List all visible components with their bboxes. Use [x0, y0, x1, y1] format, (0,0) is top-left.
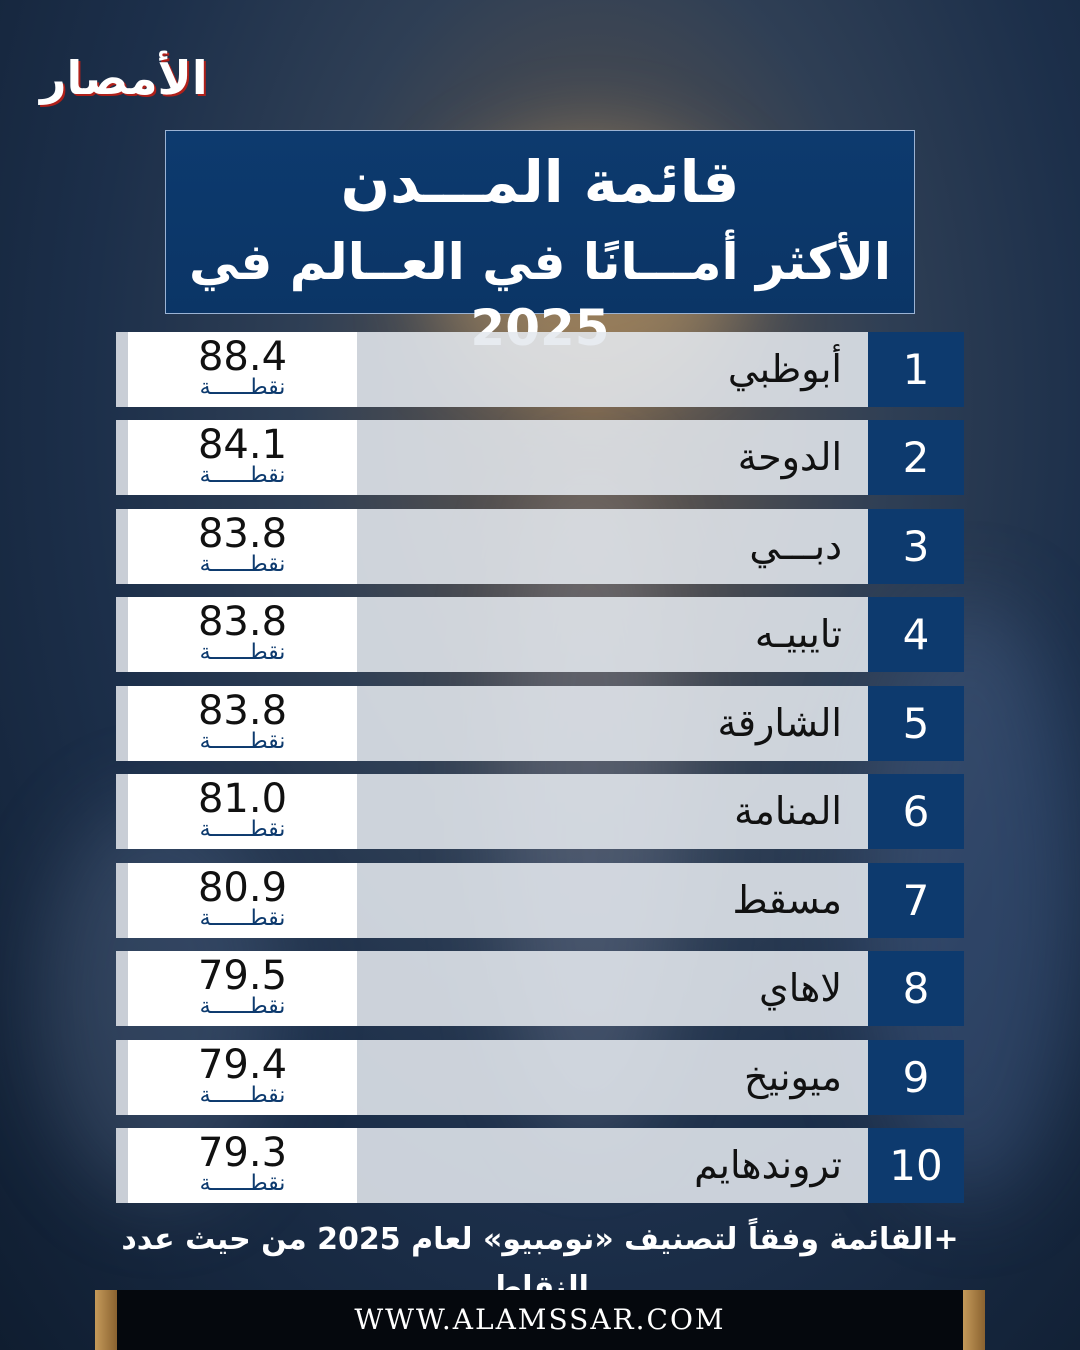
- city-cell: الشارقة: [357, 686, 868, 761]
- score-unit: نقطــــــة: [199, 817, 286, 842]
- rank-number: 2: [868, 420, 964, 495]
- city-cell: المنامة: [357, 774, 868, 849]
- rank-number: 9: [868, 1040, 964, 1115]
- website-link[interactable]: WWW.ALAMSSAR.COM: [354, 1303, 726, 1336]
- city-name: أبوظبي: [727, 347, 842, 391]
- rank-number: 5: [868, 686, 964, 761]
- table-row: 80.9 نقطــــــة مسقط 7: [116, 863, 964, 938]
- city-cell: لاهاي: [357, 951, 868, 1026]
- score-value: 79.5: [197, 953, 288, 999]
- city-cell: تايبيـه: [357, 597, 868, 672]
- table-row: 83.8 نقطــــــة دبـــي 3: [116, 509, 964, 584]
- score-cell: 79.4 نقطــــــة: [116, 1040, 357, 1115]
- city-cell: دبـــي: [357, 509, 868, 584]
- city-name: تايبيـه: [754, 612, 842, 656]
- brand-logo: الأمصار: [40, 51, 208, 105]
- city-cell: تروندهايم: [357, 1128, 868, 1203]
- table-row: 79.5 نقطــــــة لاهاي 8: [116, 951, 964, 1026]
- score-value: 84.1: [197, 422, 288, 468]
- score-value: 80.9: [197, 865, 288, 911]
- rank-number: 7: [868, 863, 964, 938]
- table-row: 83.8 نقطــــــة الشارقة 5: [116, 686, 964, 761]
- table-row: 84.1 نقطــــــة الدوحة 2: [116, 420, 964, 495]
- score-cell: 79.3 نقطــــــة: [116, 1128, 357, 1203]
- score-cell: 83.8 نقطــــــة: [116, 686, 357, 761]
- table-row: 79.4 نقطــــــة ميونيخ 9: [116, 1040, 964, 1115]
- rank-number: 10: [868, 1128, 964, 1203]
- city-cell: الدوحة: [357, 420, 868, 495]
- rank-number: 3: [868, 509, 964, 584]
- rank-number: 6: [868, 774, 964, 849]
- score-unit: نقطــــــة: [199, 729, 286, 754]
- city-name: دبـــي: [749, 524, 842, 568]
- score-value: 83.8: [197, 688, 288, 734]
- score-unit: نقطــــــة: [199, 640, 286, 665]
- city-name: الدوحة: [737, 435, 842, 479]
- score-cell: 83.8 نقطــــــة: [116, 597, 357, 672]
- score-value: 83.8: [197, 599, 288, 645]
- score-unit: نقطــــــة: [199, 1171, 286, 1196]
- score-unit: نقطــــــة: [199, 375, 286, 400]
- score-value: 79.4: [197, 1042, 288, 1088]
- score-unit: نقطــــــة: [199, 552, 286, 577]
- rank-number: 1: [868, 332, 964, 407]
- score-value: 88.4: [197, 334, 288, 380]
- score-cell: 81.0 نقطــــــة: [116, 774, 357, 849]
- score-cell: 88.4 نقطــــــة: [116, 332, 357, 407]
- score-value: 83.8: [197, 511, 288, 557]
- city-name: الشارقة: [717, 701, 842, 745]
- city-cell: أبوظبي: [357, 332, 868, 407]
- city-cell: مسقط: [357, 863, 868, 938]
- score-cell: 80.9 نقطــــــة: [116, 863, 357, 938]
- city-name: لاهاي: [758, 966, 842, 1010]
- rank-number: 8: [868, 951, 964, 1026]
- score-unit: نقطــــــة: [199, 906, 286, 931]
- score-value: 81.0: [197, 776, 288, 822]
- source-footnote: +القائمة وفقاً لتصنيف «نومبيو» لعام 2025…: [121, 1222, 959, 1305]
- city-cell: ميونيخ: [357, 1040, 868, 1115]
- score-unit: نقطــــــة: [199, 463, 286, 488]
- title-box: قائمة المـــدن الأكثر أمـــانًا في العــ…: [165, 130, 915, 357]
- footer-gold-accent: [95, 1290, 117, 1350]
- city-name: مسقط: [732, 878, 842, 922]
- table-row: 81.0 نقطــــــة المنامة 6: [116, 774, 964, 849]
- footer-gold-accent: [963, 1290, 985, 1350]
- city-name: ميونيخ: [743, 1055, 842, 1099]
- score-unit: نقطــــــة: [199, 994, 286, 1019]
- city-name: المنامة: [734, 789, 842, 833]
- score-unit: نقطــــــة: [199, 1083, 286, 1108]
- score-cell: 79.5 نقطــــــة: [116, 951, 357, 1026]
- table-row: 88.4 نقطــــــة أبوظبي 1: [116, 332, 964, 407]
- city-name: تروندهايم: [694, 1143, 842, 1187]
- page-subtitle: الأكثر أمـــانًا في العــالم في 2025: [188, 233, 891, 357]
- rank-number: 4: [868, 597, 964, 672]
- table-row: 83.8 نقطــــــة تايبيـه 4: [116, 597, 964, 672]
- score-value: 79.3: [197, 1130, 288, 1176]
- page-title: قائمة المـــدن: [340, 148, 740, 216]
- score-cell: 83.8 نقطــــــة: [116, 509, 357, 584]
- table-row: 79.3 نقطــــــة تروندهايم 10: [116, 1128, 964, 1203]
- score-cell: 84.1 نقطــــــة: [116, 420, 357, 495]
- footer-bar: WWW.ALAMSSAR.COM: [95, 1290, 985, 1350]
